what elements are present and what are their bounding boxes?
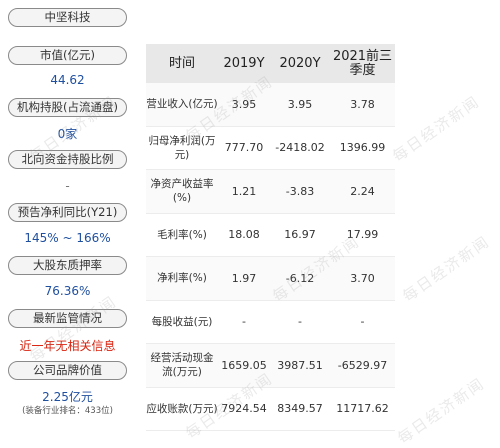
row-value: 7924.54 bbox=[221, 402, 267, 416]
table-row: 归母净利润(万元) 777.70 -2418.02 1396.99 bbox=[146, 126, 395, 170]
row-value: 3.95 bbox=[231, 97, 257, 111]
row-value: 3987.51 bbox=[277, 358, 323, 372]
brand-value-label: 公司品牌价值 bbox=[8, 361, 127, 380]
table-row: 应收账款(万元) 7924.54 8349.57 11717.62 bbox=[146, 387, 395, 431]
header-2021q3: 2021前三季度 bbox=[332, 48, 393, 78]
row-value: - bbox=[360, 315, 365, 329]
pledge-value: 76.36% bbox=[44, 284, 91, 298]
row-label: 归母净利润(万元) bbox=[148, 134, 216, 161]
row-value: 777.70 bbox=[224, 141, 264, 155]
table-header: 时间 2019Y 2020Y 2021前三季度 bbox=[146, 44, 395, 83]
row-value: 1396.99 bbox=[339, 141, 386, 155]
row-value: -3.83 bbox=[285, 184, 315, 198]
row-value: 11717.62 bbox=[336, 402, 389, 416]
watermark: 每日经济新闻 bbox=[26, 292, 121, 366]
row-value: 8349.57 bbox=[277, 402, 323, 416]
row-value: - bbox=[242, 315, 246, 329]
table-row: 营业收入(亿元) 3.95 3.95 3.78 bbox=[146, 83, 395, 127]
row-value: 1.97 bbox=[231, 271, 257, 285]
profit-forecast-label: 预告净利同比(Y21) bbox=[8, 203, 127, 222]
regulation-label: 最新监管情况 bbox=[8, 309, 127, 328]
row-label: 毛利率(%) bbox=[157, 228, 207, 241]
row-value: 16.97 bbox=[284, 228, 316, 242]
row-value: - bbox=[298, 315, 302, 329]
watermark: 每日经济新闻 bbox=[389, 92, 484, 166]
row-value: 18.08 bbox=[228, 228, 260, 242]
institutions-label: 机构持股(占流通盘) bbox=[8, 98, 127, 117]
row-value: 2.24 bbox=[350, 184, 375, 198]
row-value: 3.95 bbox=[287, 97, 313, 111]
row-value: -6.12 bbox=[285, 271, 315, 285]
watermark: 每日经济新闻 bbox=[394, 374, 489, 448]
financial-table: 时间 2019Y 2020Y 2021前三季度 营业收入(亿元) 3.95 3.95… bbox=[146, 44, 395, 431]
row-label: 经营活动现金流(万元) bbox=[150, 352, 214, 379]
table-row: 净资产收益率(%) 1.21 -3.83 2.24 bbox=[146, 170, 395, 214]
watermark: 每日经济新闻 bbox=[399, 232, 494, 306]
table-row: 经营活动现金流(万元) 1659.05 3987.51 -6529.97 bbox=[146, 344, 395, 388]
row-label: 净利率(%) bbox=[157, 272, 207, 285]
institutions-value: 0家 bbox=[57, 127, 78, 141]
northbound-label: 北向资金持股比例 bbox=[8, 150, 127, 169]
header-time: 时间 bbox=[168, 55, 195, 71]
brand-value-value: 2.25亿元 bbox=[42, 390, 93, 404]
northbound-value: - bbox=[65, 179, 70, 193]
market-cap-label: 市值(亿元) bbox=[8, 46, 127, 65]
row-label: 营业收入(亿元) bbox=[146, 98, 218, 111]
table-row: 净利率(%) 1.97 -6.12 3.70 bbox=[146, 257, 395, 301]
table-row: 每股收益(元) - - - bbox=[146, 300, 395, 344]
row-value: 1.21 bbox=[231, 184, 257, 198]
pledge-label: 大股东质押率 bbox=[8, 256, 127, 275]
row-value: -2418.02 bbox=[275, 141, 325, 155]
header-2019: 2019Y bbox=[223, 55, 265, 71]
row-value: 3.78 bbox=[350, 97, 375, 111]
row-value: 3.70 bbox=[350, 271, 375, 285]
row-label: 净资产收益率(%) bbox=[150, 178, 214, 205]
regulation-value: 近一年无相关信息 bbox=[19, 339, 116, 353]
table-row: 毛利率(%) 18.08 16.97 17.99 bbox=[146, 213, 395, 257]
row-label: 每股收益(元) bbox=[151, 315, 213, 328]
profit-forecast-value: 145% ~ 166% bbox=[24, 231, 111, 245]
market-cap-value: 44.62 bbox=[50, 73, 85, 87]
row-value: 1659.05 bbox=[221, 358, 267, 372]
row-label: 应收账款(万元) bbox=[146, 402, 218, 415]
company-name-pill[interactable]: 中坚科技 bbox=[8, 8, 127, 27]
row-value: 17.99 bbox=[346, 228, 379, 242]
header-2020: 2020Y bbox=[279, 55, 321, 71]
row-value: -6529.97 bbox=[337, 358, 388, 372]
brand-rank-note: (装备行业排名：433位) bbox=[22, 406, 113, 416]
